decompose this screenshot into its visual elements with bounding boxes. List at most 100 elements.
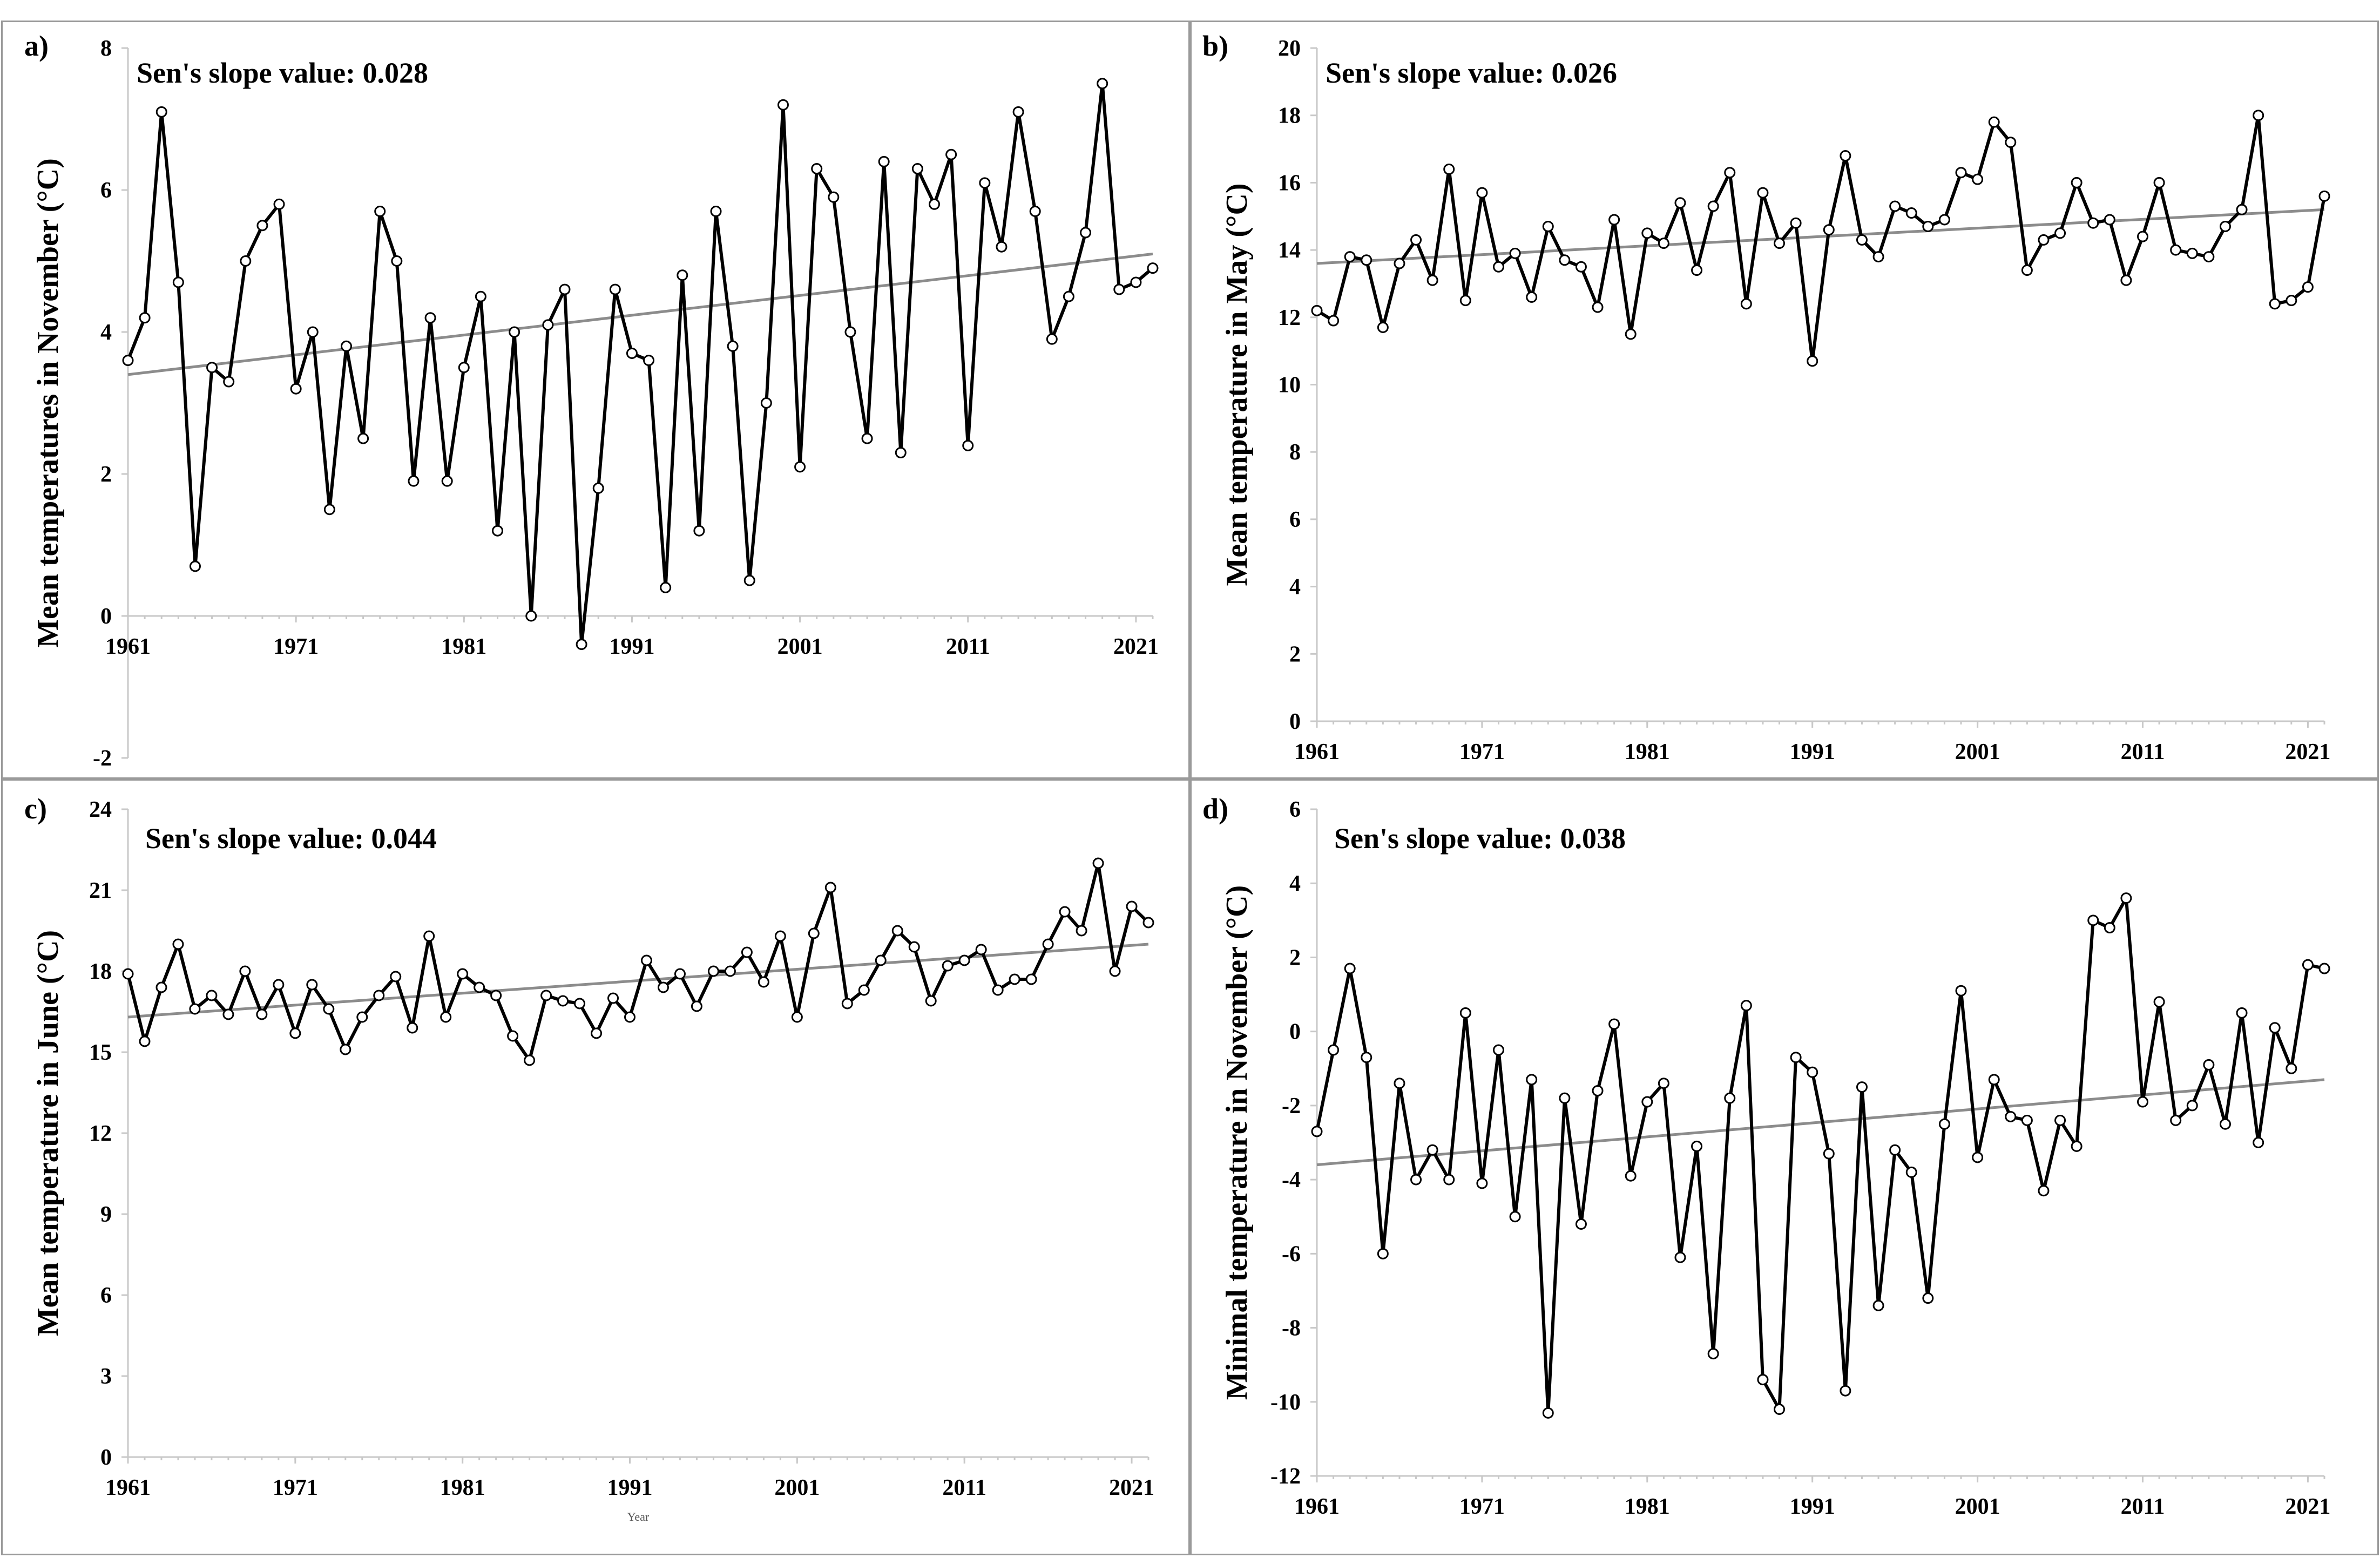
data-point-a — [777, 99, 789, 111]
data-point-a — [929, 198, 941, 210]
data-point-c — [239, 965, 251, 977]
data-point-b — [2269, 298, 2281, 310]
data-point-d — [1641, 1096, 1653, 1108]
data-point-b — [1856, 234, 1868, 246]
data-point-c — [1025, 973, 1037, 985]
data-point-c — [172, 938, 184, 950]
data-point-a — [643, 355, 655, 367]
data-point-c — [808, 927, 820, 939]
y-tick-label-d: -12 — [1270, 1464, 1301, 1489]
x-tick-label-c: 1961 — [105, 1475, 151, 1500]
data-point-a — [660, 581, 672, 593]
data-point-c — [273, 979, 285, 991]
data-point-d — [1377, 1248, 1389, 1259]
data-point-a — [340, 340, 352, 352]
series-line-a — [126, 82, 1154, 646]
x-tick-label-c: 2001 — [774, 1475, 820, 1500]
data-point-d — [1658, 1078, 1669, 1089]
data-point-c — [1092, 857, 1104, 869]
data-point-a — [273, 198, 285, 210]
y-tick-label-c: 9 — [100, 1202, 112, 1227]
data-point-d — [2005, 1110, 2017, 1122]
data-point-a — [441, 475, 453, 487]
data-point-c — [490, 990, 502, 1001]
y-axis-label-d: Minimal temperature in November (°C) — [1220, 885, 1254, 1400]
data-point-b — [1872, 251, 1884, 263]
data-point-a — [189, 560, 201, 572]
data-point-a — [1029, 205, 1041, 217]
data-point-a — [357, 432, 369, 444]
y-axis-label-a: Mean temperatures in November (°C) — [31, 158, 65, 648]
y-tick-label-c: 21 — [89, 878, 112, 903]
chart-panel-a: -2 0 2 4 6 8 1961 1971 1981 1991 2001 2011 2021 Mean … — [1, 21, 1190, 779]
data-point-a — [1113, 283, 1125, 295]
x-tick-label-a: 1971 — [273, 634, 319, 659]
series-line-d — [1315, 896, 2325, 1415]
x-tick-label-d: 2011 — [2121, 1494, 2165, 1519]
y-axis-label-b: Mean temperature in May (°C) — [1220, 183, 1254, 586]
data-point-b — [1757, 187, 1769, 199]
data-point-d — [1691, 1140, 1703, 1152]
data-point-d — [2153, 996, 2165, 1008]
data-point-d — [1955, 985, 1967, 997]
data-point-d — [2054, 1114, 2066, 1126]
data-point-a — [1063, 290, 1074, 302]
data-point-c — [524, 1054, 536, 1066]
chart-panel-d: -12 -10 -8 -6 -4 -2 0 2 4 6 1961 1971 1981 1991 2001 20… — [1190, 779, 2379, 1555]
data-point-c — [707, 965, 719, 977]
data-point-a — [592, 482, 604, 494]
trend-line-c — [127, 943, 1149, 1019]
data-point-b — [2286, 295, 2297, 307]
data-point-d — [1988, 1074, 2000, 1086]
data-point-a — [240, 255, 252, 267]
data-point-a — [844, 326, 856, 338]
data-point-a — [911, 163, 923, 175]
data-point-b — [1410, 234, 1422, 246]
chart-d-svg: -12 -10 -8 -6 -4 -2 0 2 4 6 1961 1971 1981 1991 2001 20… — [1202, 792, 2330, 1519]
data-point-b — [2120, 274, 2132, 286]
data-point-b — [2054, 227, 2066, 239]
x-tick-label-c: 2011 — [942, 1475, 986, 1500]
data-point-c — [373, 990, 385, 1001]
data-point-c — [507, 1030, 519, 1042]
data-point-a — [424, 312, 436, 324]
data-point-b — [2236, 204, 2248, 215]
y-tick-label-b: 6 — [1289, 507, 1301, 532]
data-point-b — [1889, 200, 1901, 212]
data-point-c — [724, 965, 736, 977]
data-point-b — [1972, 173, 1984, 185]
data-point-b — [1691, 265, 1703, 276]
y-tick-label-b: 12 — [1278, 306, 1301, 330]
y-tick-label-a: 4 — [100, 320, 112, 345]
data-point-c — [992, 984, 1004, 996]
data-point-b — [1641, 227, 1653, 239]
y-tick-label-a: 6 — [100, 178, 112, 203]
x-tick-label-d: 2001 — [1955, 1494, 2000, 1519]
chart-panel-c: 0 3 6 9 12 15 18 21 24 1961 1971 1981 1991 2001 2011 20… — [1, 779, 1190, 1555]
data-point-b — [1938, 214, 1950, 226]
data-point-c — [975, 944, 987, 956]
data-point-a — [895, 447, 907, 459]
x-tick-label-d: 1981 — [1625, 1494, 1670, 1519]
data-point-a — [1012, 106, 1024, 118]
data-point-b — [1905, 207, 1917, 219]
y-tick-label-d: 6 — [1289, 797, 1301, 822]
data-point-d — [1592, 1085, 1604, 1096]
y-tick-label-d: -10 — [1270, 1390, 1301, 1415]
data-point-b — [2170, 244, 2182, 256]
data-point-a — [996, 241, 1008, 253]
data-point-d — [1394, 1078, 1405, 1089]
data-point-d — [1575, 1218, 1587, 1230]
data-point-a — [492, 525, 504, 537]
data-point-c — [858, 984, 870, 996]
data-point-a — [609, 283, 621, 295]
trend-line-b — [1316, 208, 2325, 265]
data-point-c — [457, 968, 469, 980]
y-tick-label-b: 8 — [1289, 440, 1301, 465]
data-point-d — [1872, 1299, 1884, 1311]
x-tick-label-c: 2021 — [1109, 1475, 1154, 1500]
data-point-a — [509, 326, 520, 338]
y-tick-label-c: 15 — [89, 1040, 112, 1065]
data-point-c — [407, 1022, 418, 1034]
data-point-a — [542, 319, 554, 331]
